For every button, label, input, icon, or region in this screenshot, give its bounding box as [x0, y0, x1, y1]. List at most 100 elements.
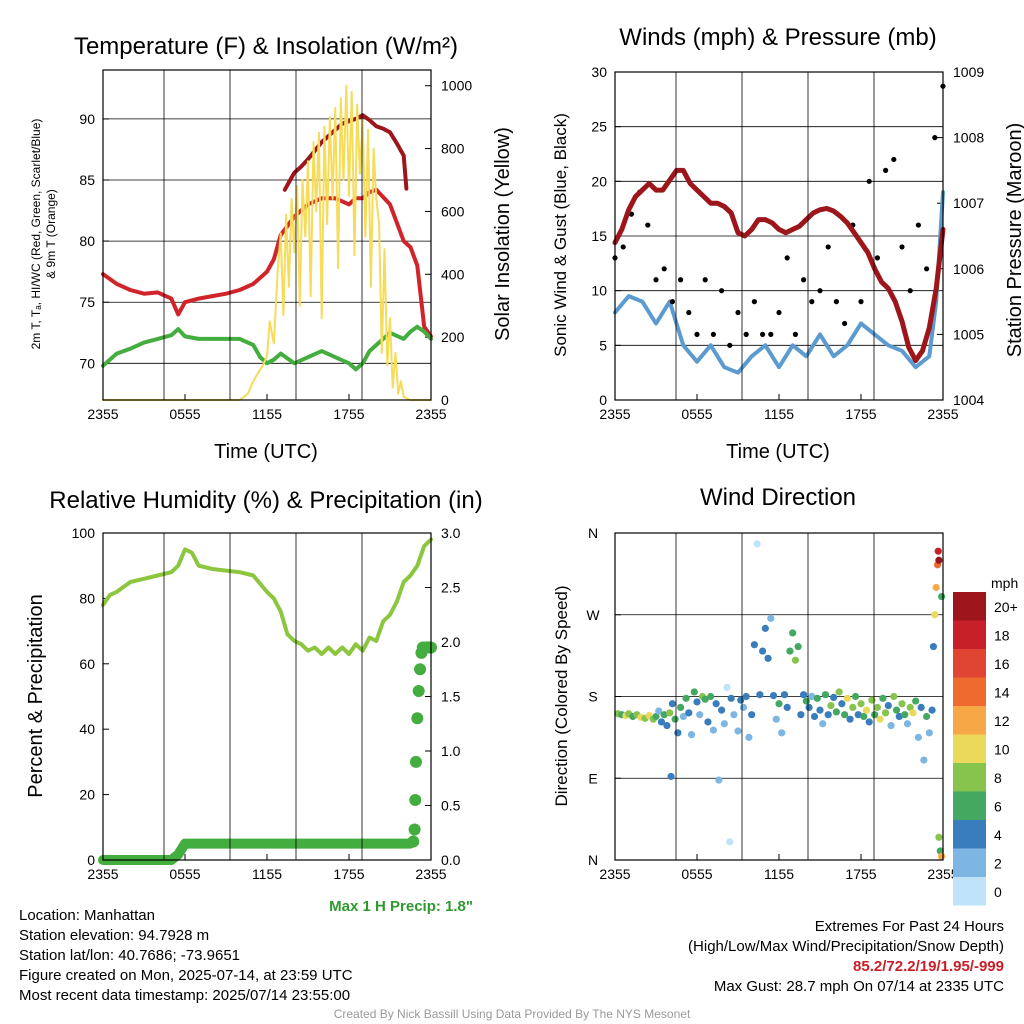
- gust-point: [702, 277, 708, 283]
- wind-y2-tick-label: 1008: [953, 130, 984, 146]
- direction-point: [718, 706, 726, 714]
- temp-y-tick-label: 90: [79, 111, 95, 127]
- wind-y-tick-label: 30: [591, 64, 607, 80]
- max-gust: Max Gust: 28.7 mph On 07/14 at 2335 UTC: [713, 978, 1004, 995]
- direction-point: [693, 698, 701, 706]
- direction-point: [868, 696, 876, 704]
- direction-point: [797, 711, 805, 719]
- rh-xtick-label: 0555: [169, 866, 200, 882]
- direction-point: [800, 691, 808, 699]
- direction-point: [696, 711, 704, 719]
- rh-y2-tick-label: 0.5: [441, 798, 461, 814]
- gust-point: [645, 222, 651, 228]
- precip-point: [409, 755, 422, 768]
- wind-y-tick-label: 25: [591, 119, 607, 135]
- direction-point: [936, 847, 944, 855]
- gust-point: [825, 244, 831, 250]
- legend-swatch: [953, 763, 986, 792]
- dir-xtick-label: 2355: [599, 866, 630, 882]
- direction-point: [720, 720, 728, 728]
- direction-point: [808, 692, 816, 701]
- precip-point: [411, 712, 424, 725]
- dir-tick-label: W: [586, 607, 600, 623]
- legend-swatch: [953, 877, 986, 906]
- legend-swatch: [953, 677, 986, 706]
- direction-point: [789, 629, 797, 637]
- legend-swatch: [953, 706, 986, 735]
- temperature-title: Temperature (F) & Insolation (W/m²): [74, 33, 458, 60]
- temperature-ylabel-line-2: & 9m T (Orange): [44, 189, 58, 279]
- temp-xtick-label: 0555: [169, 406, 200, 422]
- temp-xtick-label: 1155: [252, 406, 282, 422]
- direction-point: [667, 772, 675, 781]
- gust-point: [858, 299, 864, 305]
- precip-point: [408, 823, 421, 836]
- gust-point: [776, 309, 782, 316]
- direction-point: [935, 556, 943, 564]
- wind-xtick-label: 0555: [681, 406, 712, 422]
- direction-point: [879, 694, 887, 702]
- winds-ylabel: Sonic Wind & Gust (Blue, Black): [551, 113, 570, 357]
- gust-point: [760, 331, 766, 337]
- rh-y2-tick-label: 2.0: [441, 634, 461, 650]
- direction-point: [690, 688, 698, 696]
- dir-xtick-label: 2355: [927, 866, 958, 882]
- direction-point: [772, 715, 780, 723]
- wind-y-tick-label: 5: [599, 337, 607, 353]
- temp-y2-tick-label: 400: [441, 266, 465, 282]
- gust-point: [727, 342, 733, 348]
- gust-point: [842, 320, 848, 327]
- station-latlon: Station lat/lon: 40.7686; -73.9651: [19, 947, 241, 964]
- direction-point: [742, 692, 750, 701]
- gust-point: [833, 299, 840, 305]
- legend-swatch: [953, 734, 986, 763]
- winds-title: Winds (mph) & Pressure (mb): [619, 24, 936, 51]
- wind-y2-tick-label: 1004: [953, 392, 984, 408]
- gust-point: [751, 299, 758, 305]
- gust-point: [932, 135, 938, 141]
- direction-point: [903, 720, 912, 728]
- direction-point: [685, 709, 693, 717]
- dir-xtick-label: 1755: [845, 866, 876, 882]
- precip-point: [412, 685, 425, 698]
- direction-point: [821, 691, 830, 699]
- rh-y2-tick-label: 3.0: [441, 525, 461, 541]
- direction-point: [677, 703, 685, 712]
- rh-xtick-label: 2355: [415, 866, 446, 882]
- direction-point: [835, 688, 843, 696]
- direction-point: [764, 654, 772, 662]
- direction-point: [652, 712, 660, 721]
- direction-point: [892, 706, 901, 714]
- dir-tick-label: S: [588, 689, 597, 705]
- gust-point: [924, 266, 930, 272]
- wind-y2-tick-label: 1007: [953, 195, 984, 211]
- direction-point: [871, 711, 879, 719]
- rh-y2-tick-label: 1.5: [441, 689, 461, 705]
- gust-point: [907, 288, 913, 294]
- legend-swatch: [953, 791, 986, 820]
- direction-point: [778, 729, 786, 737]
- winds-xlabel: Time (UTC): [726, 441, 830, 463]
- direction-point: [928, 706, 936, 714]
- extremes-title: Extremes For Past 24 Hours: [814, 918, 1004, 935]
- extremes-subtitle: (High/Low/Max Wind/Precipitation/Snow De…: [688, 938, 1004, 955]
- winds-y2label: Station Pressure (Maroon): [1004, 123, 1024, 358]
- wind-y2-tick-label: 1005: [953, 326, 984, 342]
- direction-point: [707, 692, 715, 701]
- direction-point: [851, 692, 860, 701]
- dir-tick-label: E: [588, 770, 597, 786]
- direction-point: [657, 718, 666, 726]
- direction-point: [876, 715, 884, 723]
- station-elevation: Station elevation: 94.7928 m: [19, 927, 210, 944]
- rh-xtick-label: 1755: [333, 866, 364, 882]
- humidity-line: [101, 537, 433, 656]
- direction-point: [810, 712, 819, 721]
- direction-point: [726, 838, 734, 846]
- direction-point: [663, 721, 671, 730]
- temperature-y2label: Solar Insolation (Yellow): [492, 127, 514, 341]
- direction-point: [830, 693, 838, 702]
- direction-point: [748, 711, 756, 719]
- direction-point: [862, 706, 871, 714]
